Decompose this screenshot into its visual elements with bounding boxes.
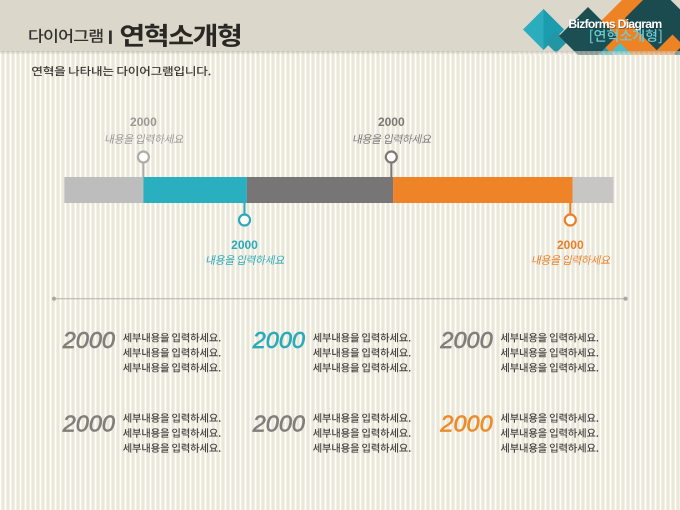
svg-text:2000: 2000 bbox=[252, 327, 305, 353]
svg-text:2000: 2000 bbox=[62, 411, 115, 437]
svg-text:2000: 2000 bbox=[439, 411, 492, 437]
svg-text:Bizforms Diagram: Bizforms Diagram bbox=[569, 18, 663, 32]
svg-text:2000: 2000 bbox=[62, 327, 115, 353]
svg-text:Bizforms Diagram: Bizforms Diagram bbox=[568, 17, 662, 31]
svg-text:2000: 2000 bbox=[439, 327, 492, 353]
svg-text:2000: 2000 bbox=[557, 238, 584, 252]
svg-text:2000: 2000 bbox=[252, 411, 305, 437]
svg-text:2000: 2000 bbox=[130, 115, 157, 129]
svg-text:2000: 2000 bbox=[231, 238, 258, 252]
svg-text:2000: 2000 bbox=[378, 115, 405, 129]
